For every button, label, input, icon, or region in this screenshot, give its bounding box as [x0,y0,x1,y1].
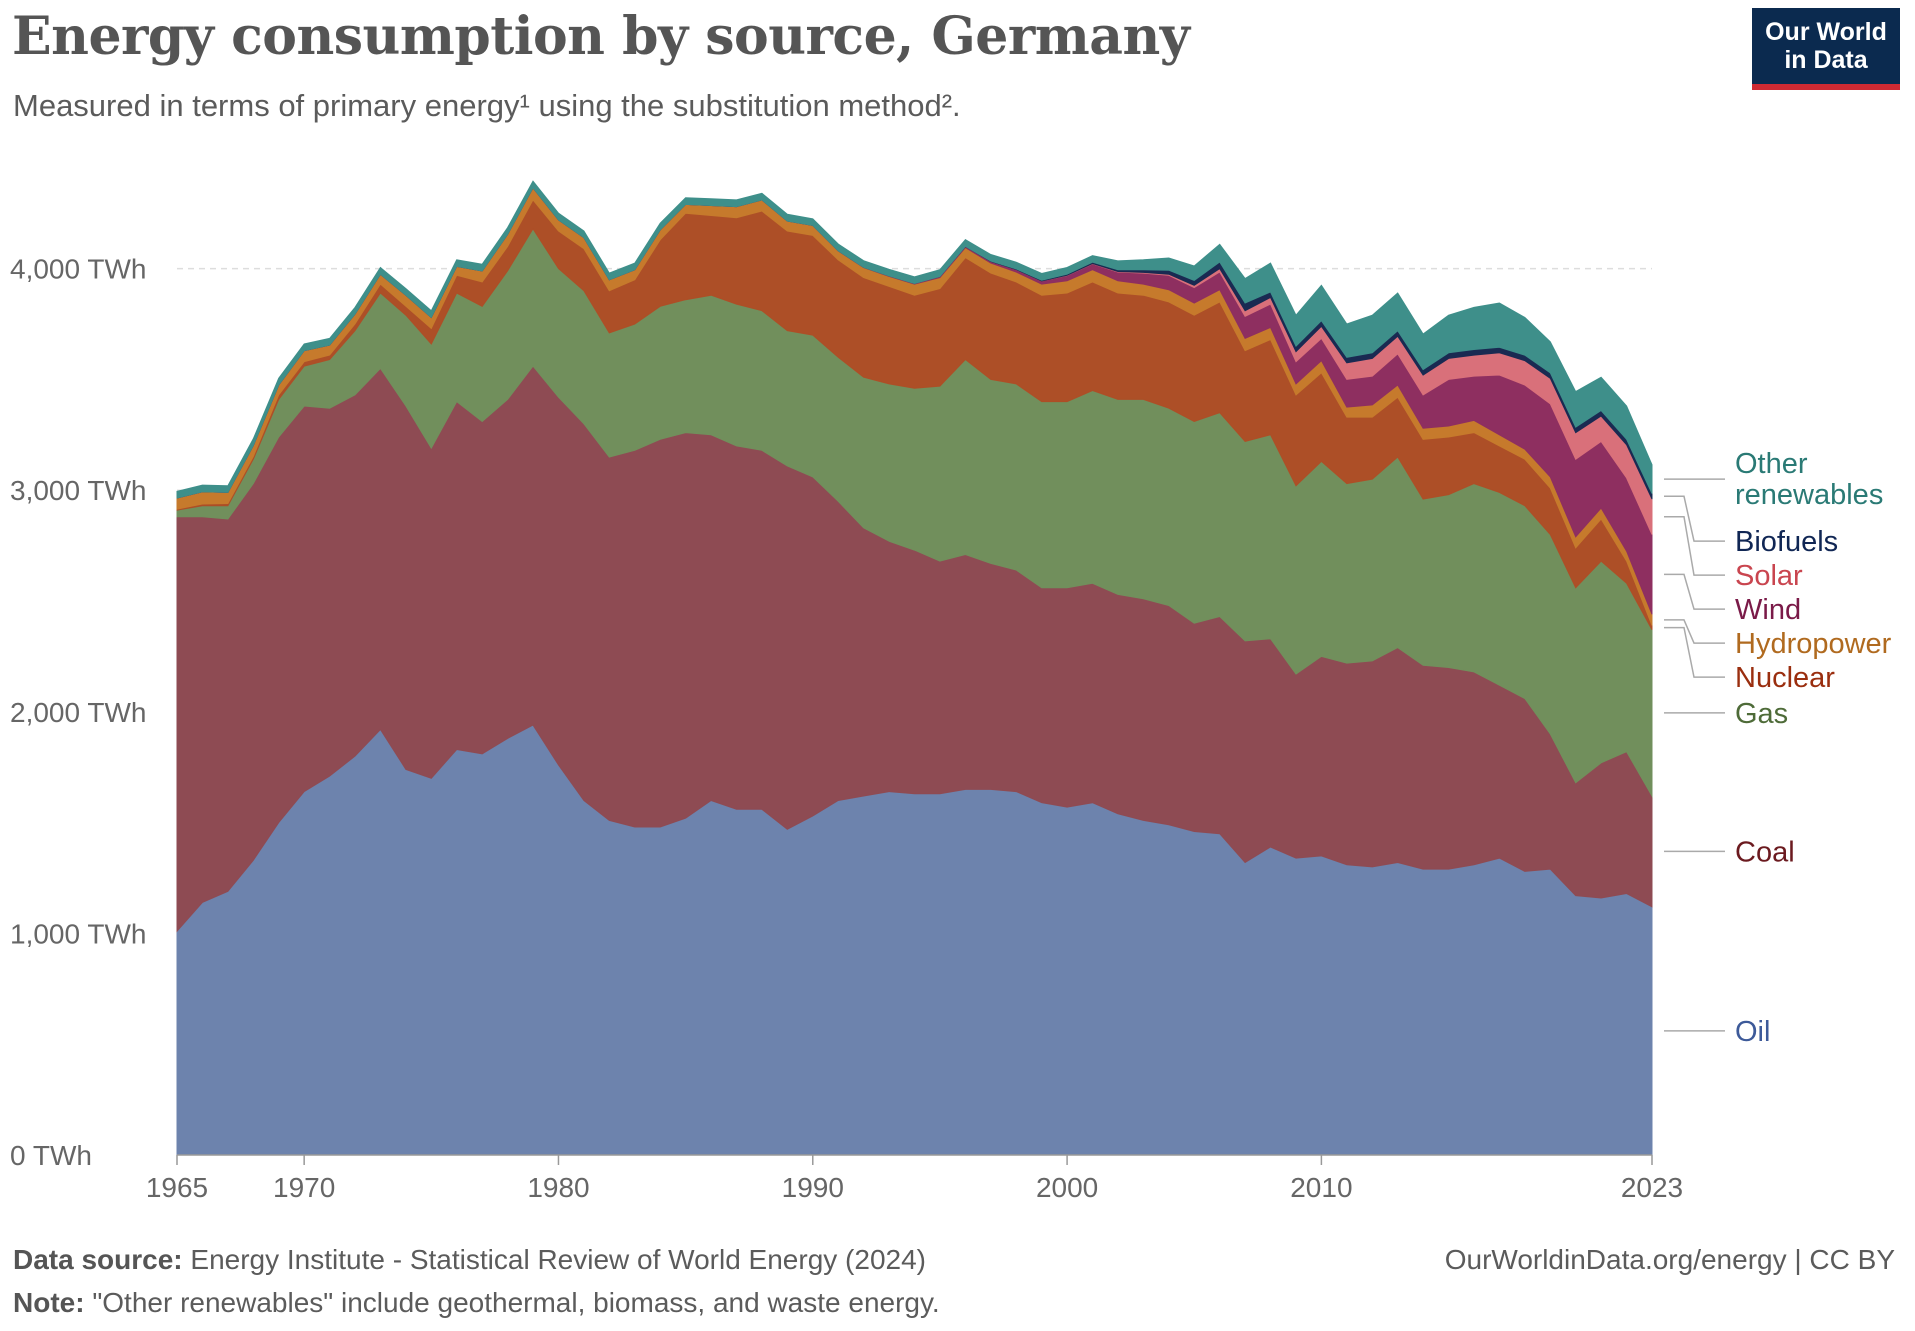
legend-label-nuclear: Nuclear [1735,662,1835,694]
legend-label-other-renewables: Other renewables [1735,448,1883,511]
chart-subtitle: Measured in terms of primary energy¹ usi… [13,88,961,123]
x-tick-label: 2023 [1621,1172,1683,1203]
y-tick-label: 2,000 TWh [10,697,146,728]
owid-logo[interactable]: Our World in Data [1752,8,1900,90]
legend-connector [1664,626,1725,678]
x-tick-label: 2000 [1036,1172,1098,1203]
legend-connector [1664,619,1725,644]
legend-label-line: Other [1735,448,1808,480]
credit-link[interactable]: OurWorldinData.org/energy | CC BY [1444,1244,1895,1275]
y-tick-label: 0 TWh [10,1140,92,1171]
legend-label-solar: Solar [1735,560,1803,592]
logo-line-1: Our World [1765,18,1887,46]
logo-accent-bar [1752,84,1900,90]
axes: 0 TWh 1,000 TWh 2,000 TWh 3,000 TWh 4,000 TW… [10,254,1683,1203]
area-other-renewables [176,180,1653,499]
legend-label-coal: Coal [1735,836,1795,868]
legend-label-hydropower: Hydropower [1735,628,1892,660]
y-tick-label: 3,000 TWh [10,475,146,506]
inline-legend: Other renewables BiofuelsSolarWindHydropow… [1664,448,1892,1048]
x-tick-label: 1990 [782,1172,844,1203]
chart-title: Energy consumption by source, Germany [12,6,1190,67]
legend-connector [1664,516,1725,576]
area-series [176,180,1653,1156]
source-text[interactable]: Energy Institute - Statistical Review of… [190,1244,926,1275]
source-line: Data source: Energy Institute - Statisti… [13,1238,940,1281]
chart-footer: Data source: Energy Institute - Statisti… [13,1238,940,1324]
y-tick-label: 1,000 TWh [10,918,146,949]
legend-connector [1664,573,1725,610]
legend-label-oil: Oil [1735,1016,1770,1048]
x-tick-label: 2010 [1290,1172,1352,1203]
legend-label-wind: Wind [1735,594,1801,626]
source-label: Data source: [13,1244,183,1275]
legend-label-biofuels: Biofuels [1735,526,1838,558]
note-label: Note: [13,1287,85,1318]
x-tick-label: 1980 [527,1172,589,1203]
note-line: Note: "Other renewables" include geother… [13,1281,940,1324]
y-tick-label: 4,000 TWh [10,254,146,285]
note-text: "Other renewables" include geothermal, b… [92,1287,940,1318]
legend-label-gas: Gas [1735,698,1788,730]
logo-line-2: in Data [1784,46,1868,74]
x-tick-label: 1965 [146,1172,208,1203]
legend-connector [1664,495,1725,542]
x-tick-label: 1970 [273,1172,335,1203]
legend-label-line: renewables [1735,479,1883,511]
